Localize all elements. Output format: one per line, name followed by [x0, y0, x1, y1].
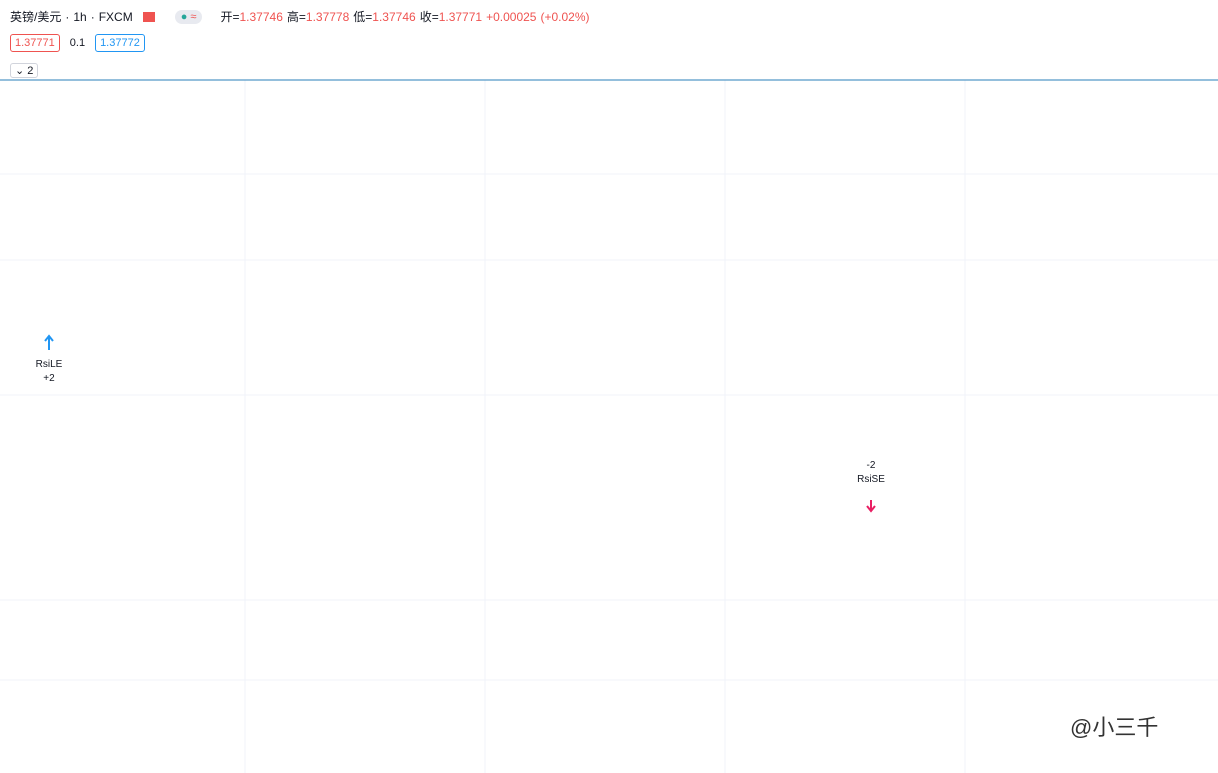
ohlc-open: 1.37746	[239, 9, 283, 24]
change-pct: (+0.02%)	[540, 9, 590, 24]
symbol-row: 英镑/美元 · 1h · FXCM ● ≈ 开= 1.37746 高= 1.37778 …	[10, 9, 590, 24]
change: +0.00025	[486, 9, 537, 24]
spread: 0.1	[69, 37, 86, 49]
ohlc-open-label: 开=	[220, 10, 240, 24]
indicator-row: ⌄ 2	[10, 63, 39, 78]
interval: 1h	[73, 9, 87, 24]
ohlc-close-label: 收=	[419, 10, 439, 24]
signal-short: -2 RsiSE	[857, 460, 885, 513]
background-grid	[0, 80, 1218, 773]
ohlc-close: 1.37771	[438, 9, 483, 24]
ohlc-high: 1.37778	[305, 9, 350, 24]
ohlc-low-label: 低=	[353, 10, 373, 24]
bid[interactable]: 1.37771	[10, 34, 60, 52]
signal-label: RsiLE	[36, 359, 63, 370]
indicator-count: 2	[27, 65, 34, 77]
signal-label: RsiSE	[857, 474, 885, 485]
trade-row: 1.37771 0.1 1.37772	[10, 34, 145, 52]
indicator-toggle[interactable]: ⌄ 2	[10, 63, 39, 78]
signal-qty: +2	[43, 373, 55, 384]
watermark: @小三千	[1070, 715, 1158, 740]
source: FXCM	[98, 9, 133, 24]
signal-qty: -2	[867, 460, 876, 471]
symbol: 英镑/美元	[10, 10, 62, 24]
ohlc-high-label: 高=	[286, 10, 306, 24]
status-pill[interactable]: ● ≈	[174, 9, 203, 24]
ohlc-low: 1.37746	[372, 9, 416, 24]
signal-long: RsiLE +2	[36, 334, 63, 384]
flag-icon[interactable]	[142, 11, 155, 22]
ask[interactable]: 1.37772	[95, 34, 145, 52]
